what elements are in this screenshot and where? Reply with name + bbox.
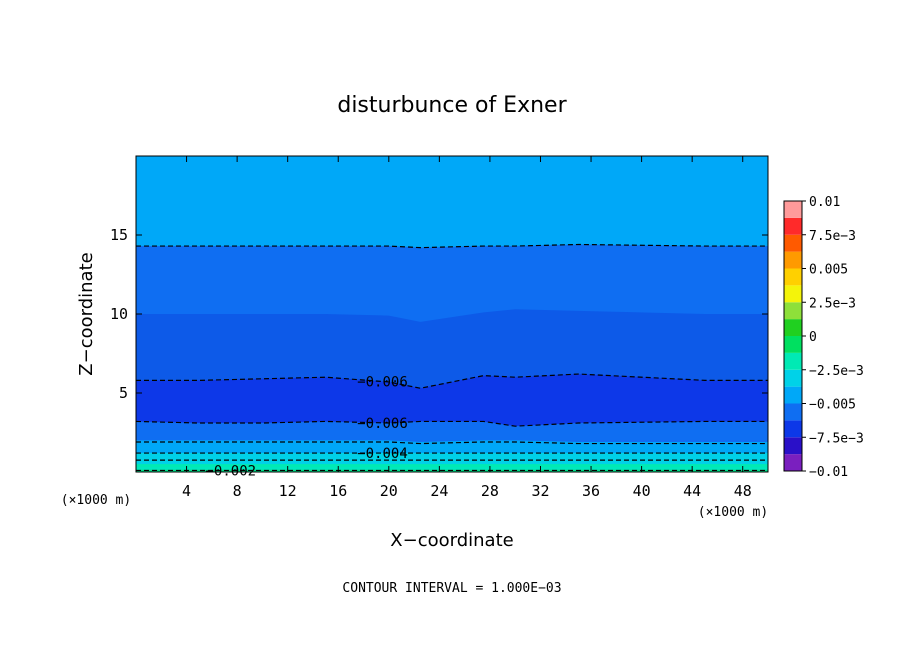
- colorbar-tick-label: −7.5e−3: [809, 431, 864, 446]
- x-axis-ticks: 4 8 12 16 20 24 28 32 36 40 44 48: [182, 156, 752, 500]
- colorbar-bin: [784, 386, 802, 404]
- colorbar-bin: [784, 403, 802, 421]
- contour-interval-note: CONTOUR INTERVAL = 1.000E−03: [342, 581, 561, 596]
- colorbar-bin: [784, 285, 802, 303]
- x-tick-label: 44: [683, 482, 701, 500]
- x-tick-label: 12: [279, 482, 297, 500]
- colorbar-tick-label: 0.005: [809, 263, 848, 278]
- x-tick-label: 36: [582, 482, 600, 500]
- contour-line: [135, 420, 768, 427]
- chart-title: disturbunce of Exner: [337, 93, 567, 118]
- contour-line: [136, 373, 768, 389]
- x-tick-label: 28: [481, 482, 499, 500]
- x-tick-label: 4: [182, 482, 191, 500]
- y-axis-ticks: 5 10 15: [110, 226, 768, 402]
- colorbar-bin: [784, 319, 802, 336]
- colorbar-tick-label: 7.5e−3: [809, 229, 856, 244]
- x-tick-label: 16: [329, 482, 347, 500]
- x-unit-right: (×1000 m): [698, 505, 768, 520]
- contour-line-label: −0.004: [357, 446, 408, 462]
- colorbar-tick-label: −0.005: [809, 398, 856, 413]
- y-axis-label: Z−coordinate: [76, 252, 97, 375]
- colorbar-bin: [784, 336, 802, 353]
- colorbar: [783, 200, 803, 472]
- colorbar-bin: [784, 201, 802, 218]
- colorbar-tick-label: 0: [809, 330, 817, 345]
- colorbar-labels: 0.01 7.5e−3 0.005 2.5e−3 0 −2.5e−3 −0.005 −7.5e…: [802, 195, 864, 480]
- x-tick-label: 20: [380, 482, 398, 500]
- x-unit-left: (×1000 m): [61, 493, 131, 508]
- colorbar-bin: [784, 302, 802, 320]
- colorbar-tick-label: −0.01: [809, 465, 848, 480]
- colorbar-bin: [784, 251, 802, 269]
- contour-lines: [135, 243, 768, 472]
- y-tick-label: 5: [119, 384, 128, 402]
- contour-line: [136, 441, 768, 445]
- contour-fills: [136, 156, 768, 472]
- colorbar-bin: [784, 234, 802, 252]
- x-tick-label: 40: [633, 482, 651, 500]
- colorbar-tick-label: 2.5e−3: [809, 296, 856, 311]
- x-tick-label: 48: [734, 482, 752, 500]
- colorbar-bin: [784, 454, 802, 471]
- colorbar-tick-label: 0.01: [809, 195, 840, 210]
- colorbar-bin: [784, 217, 802, 235]
- colorbar-bin: [784, 352, 802, 370]
- x-axis-label: X−coordinate: [390, 530, 513, 551]
- colorbar-tick-label: −2.5e−3: [809, 364, 864, 379]
- colorbar-bin: [784, 369, 802, 387]
- x-tick-label: 24: [430, 482, 448, 500]
- contour-line-label: −0.006: [357, 374, 408, 390]
- colorbar-bin: [784, 420, 802, 438]
- colorbar-bin: [784, 437, 802, 455]
- contour-line-label: −0.002: [206, 463, 257, 479]
- contour-line: [136, 243, 768, 249]
- y-tick-label: 10: [110, 305, 128, 323]
- y-tick-label: 15: [110, 226, 128, 244]
- colorbar-bin: [784, 268, 802, 286]
- x-tick-label: 8: [233, 482, 242, 500]
- contour-labels: −0.006 −0.006 −0.004 −0.002: [206, 374, 408, 479]
- contour-line-label: −0.006: [357, 416, 408, 432]
- x-tick-label: 32: [531, 482, 549, 500]
